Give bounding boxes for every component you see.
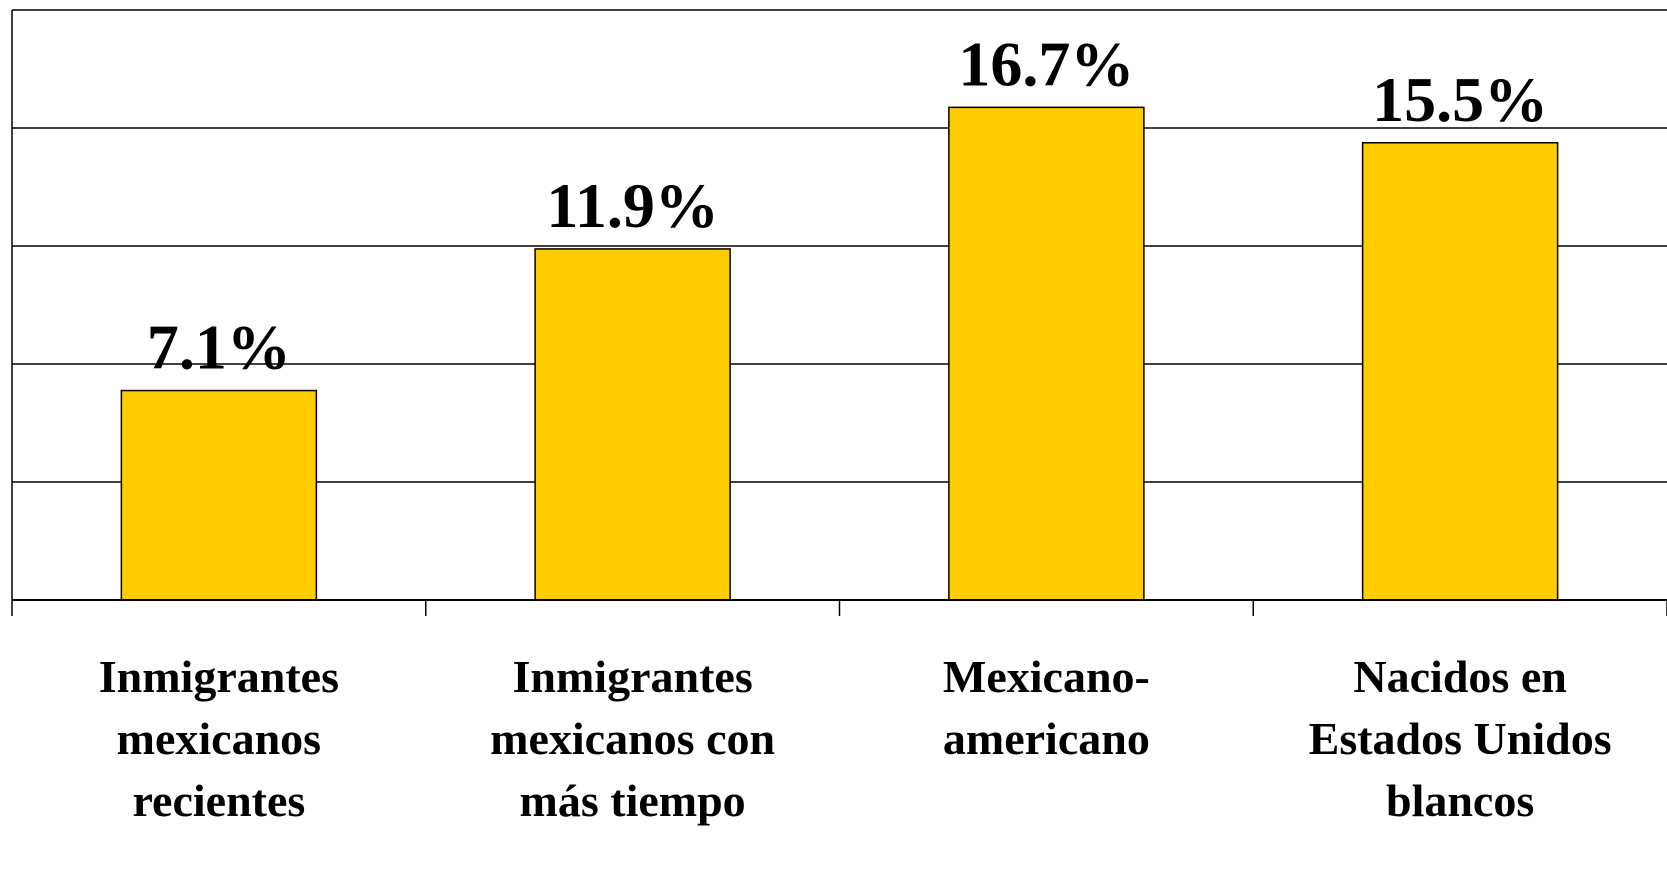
- category-labels: Inmigrantes mexicanos recientes Inmigrantes…: [99, 651, 1612, 826]
- data-label: 15.5%: [1372, 64, 1548, 135]
- value-labels: 7.1% 11.9% 16.7% 15.5%: [147, 28, 1548, 382]
- bar: [120, 389, 318, 601]
- bar: [948, 106, 1145, 601]
- category-label: Inmigrantes mexicanos recientes: [99, 651, 339, 826]
- category-label: Nacidos en Estados Unidos blancos: [1309, 651, 1612, 826]
- data-label: 16.7%: [958, 28, 1134, 99]
- bar: [534, 248, 731, 601]
- bars: [120, 106, 1559, 601]
- category-label: Inmigrantes mexicanos con más tiempo: [490, 651, 775, 826]
- x-axis: [11, 599, 1667, 616]
- category-label: Mexicano-americano: [943, 651, 1150, 764]
- bar: [1361, 142, 1559, 601]
- data-label: 11.9%: [546, 170, 718, 241]
- data-label: 7.1%: [147, 312, 291, 383]
